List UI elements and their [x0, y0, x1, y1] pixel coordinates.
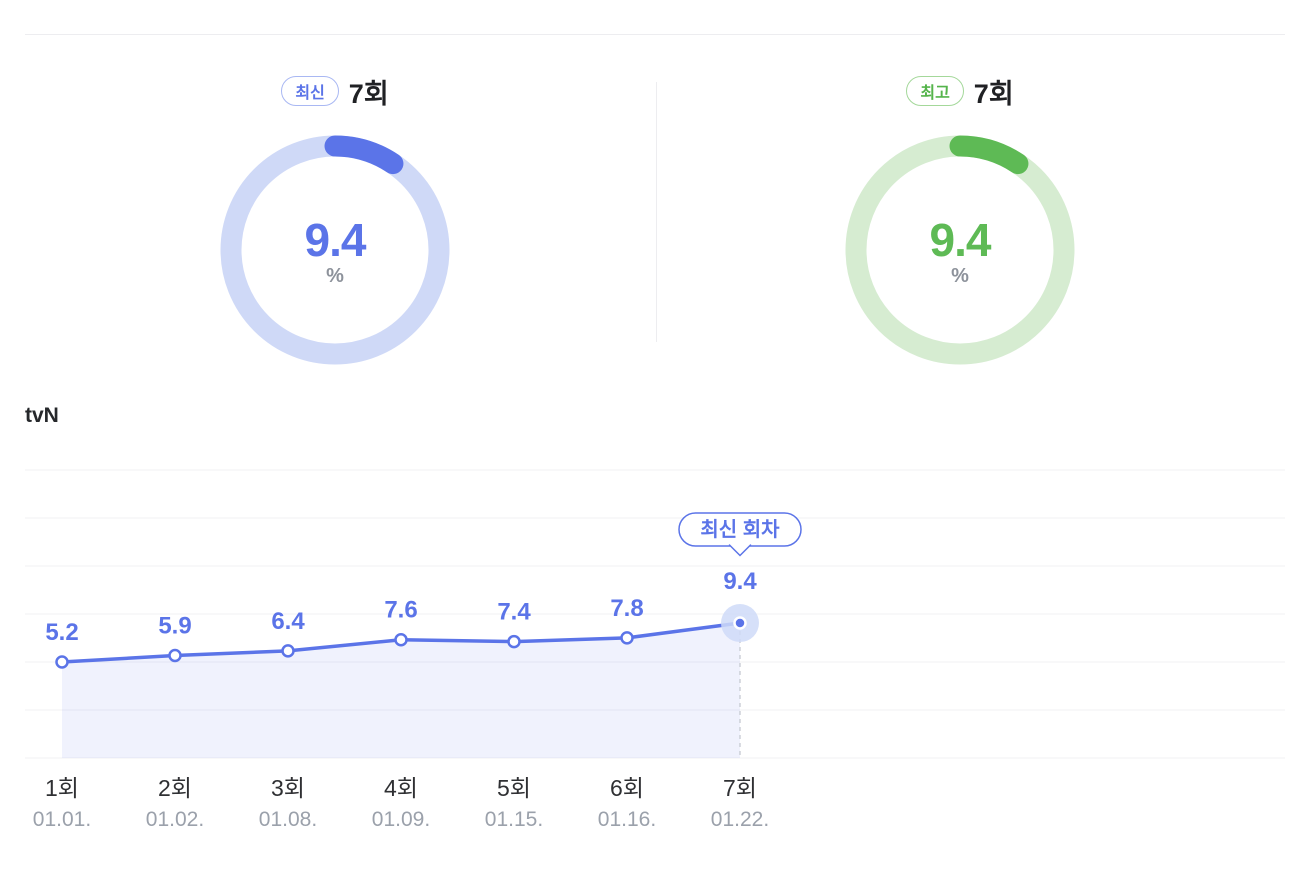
latest-donut-center: 9.4 %: [217, 132, 453, 368]
best-rating-unit: %: [951, 264, 969, 287]
latest-badge: 최신: [281, 76, 339, 106]
x-axis-date-label: 01.16.: [598, 808, 656, 831]
area-fill: [62, 623, 740, 758]
latest-gauge-header: 최신 7회: [217, 74, 453, 109]
x-axis-episode-label: 7회: [723, 775, 757, 801]
latest-episode-label: 7회: [348, 78, 389, 109]
point-value-label: 5.2: [45, 619, 78, 646]
point-value-label: 7.4: [497, 599, 531, 626]
chart-point[interactable]: [507, 634, 521, 649]
latest-rating-unit: %: [326, 264, 344, 287]
chart-point[interactable]: [620, 631, 634, 645]
best-donut-svg: [845, 135, 1075, 365]
x-axis-episode-label: 6회: [610, 775, 644, 801]
x-axis-episode-label: 4회: [384, 775, 418, 801]
x-axis-date-label: 01.02.: [146, 808, 204, 831]
latest-episode-tooltip-label: 최신 회차: [700, 518, 780, 541]
x-axis-episode-label: 3회: [271, 775, 305, 801]
x-axis-date-label: 01.09.: [372, 808, 430, 831]
point-value-label: 5.9: [158, 613, 191, 640]
latest-rating-value: 9.4: [304, 213, 367, 266]
point-value-label: 7.6: [384, 597, 417, 624]
donut-progress-arc: [220, 135, 450, 365]
tooltip-pointer-border: [728, 544, 752, 557]
chart-point[interactable]: [55, 655, 69, 669]
best-rating-gauge: 최고 7회 9.4 %: [842, 74, 1078, 368]
chart-point[interactable]: [168, 648, 182, 663]
latest-donut-chart: 9.4 %: [217, 132, 453, 368]
x-axis-date-label: 01.15.: [485, 808, 543, 831]
best-episode-label: 7회: [973, 78, 1014, 109]
tooltip-pointer: [729, 544, 751, 556]
chart-point[interactable]: [281, 644, 295, 658]
point-value-label: 9.4: [723, 568, 757, 595]
x-axis-episode-label: 2회: [158, 775, 192, 801]
donut-progress-arc: [845, 135, 1075, 365]
x-axis-date-label: 01.08.: [259, 808, 317, 831]
point-value-label: 7.8: [610, 595, 643, 622]
x-axis-episode-label: 1회: [45, 775, 79, 801]
best-badge: 최고: [906, 76, 964, 106]
x-axis-episode-label: 5회: [497, 775, 531, 801]
point-value-label: 6.4: [271, 608, 305, 635]
best-donut-chart: 9.4 %: [842, 132, 1078, 368]
chart-point-latest[interactable]: [733, 616, 747, 630]
top-divider: [25, 34, 1285, 35]
channel-name: tvN: [25, 404, 59, 427]
gauge-divider: [656, 82, 657, 342]
latest-donut-svg: [220, 135, 450, 365]
best-rating-value: 9.4: [929, 213, 992, 266]
best-donut-center: 9.4 %: [842, 132, 1078, 368]
x-axis-date-label: 01.01.: [33, 808, 91, 831]
best-gauge-header: 최고 7회: [842, 74, 1078, 109]
x-axis-date-label: 01.22.: [711, 808, 769, 831]
latest-rating-gauge: 최신 7회 9.4 %: [217, 74, 453, 368]
chart-point[interactable]: [394, 632, 408, 647]
